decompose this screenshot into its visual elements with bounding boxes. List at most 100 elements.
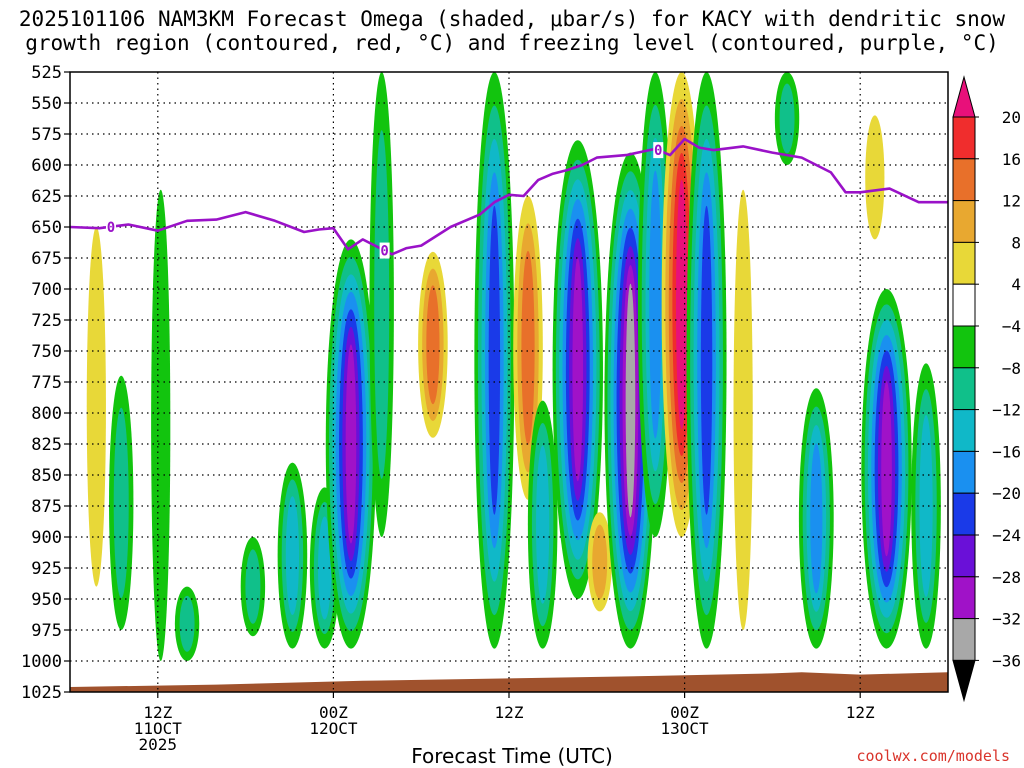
omega-region bbox=[174, 586, 200, 661]
freezing-level-label: 0 bbox=[654, 143, 662, 159]
colorbar-swatch bbox=[952, 409, 976, 452]
y-tick-label: 1025 bbox=[21, 683, 62, 703]
y-tick-label: 975 bbox=[31, 621, 62, 641]
colorbar-label: 20 bbox=[1002, 108, 1021, 127]
x-tick-label: 12Z bbox=[846, 703, 875, 722]
omega-band bbox=[779, 83, 795, 154]
omega-band bbox=[179, 595, 195, 652]
omega-band bbox=[625, 283, 636, 518]
omega-region bbox=[418, 251, 448, 438]
colorbar-label: 4 bbox=[1011, 275, 1021, 294]
colorbar-swatch bbox=[952, 241, 976, 285]
y-tick-label: 775 bbox=[31, 373, 62, 393]
freezing-level-label: 0 bbox=[380, 244, 388, 260]
colorbar-swatch bbox=[952, 200, 976, 243]
y-tick-label: 725 bbox=[31, 311, 62, 331]
omega-band bbox=[881, 381, 892, 557]
omega-region bbox=[861, 289, 912, 649]
omega-region bbox=[798, 388, 834, 649]
colorbar-swatch bbox=[952, 325, 976, 369]
colorbar-swatch bbox=[952, 492, 976, 536]
omega-region bbox=[637, 72, 673, 537]
x-tick-label: 12Z bbox=[495, 703, 524, 722]
omega-band bbox=[426, 285, 440, 405]
y-tick-label: 800 bbox=[31, 404, 62, 424]
x-tick-label: 00Z bbox=[670, 703, 699, 722]
omega-region bbox=[527, 400, 558, 649]
colorbar-label: −4 bbox=[1002, 317, 1021, 336]
x-tick-label: 00Z bbox=[319, 703, 348, 722]
omega-band bbox=[488, 205, 501, 515]
colorbar-swatch bbox=[952, 158, 976, 202]
omega-band bbox=[865, 115, 885, 240]
y-tick-label: 1000 bbox=[21, 652, 62, 672]
omega-band bbox=[675, 179, 688, 430]
credit-link[interactable]: coolwx.com/models bbox=[856, 747, 1010, 765]
colorbar-swatch bbox=[952, 576, 976, 620]
omega-band bbox=[86, 226, 106, 587]
chart-title-line1: 2025101106 NAM3KM Forecast Omega (shaded… bbox=[18, 7, 1006, 31]
colorbar-bottom-arrow bbox=[952, 659, 976, 703]
y-tick-label: 825 bbox=[31, 435, 62, 455]
contour-label-bg bbox=[105, 218, 116, 235]
colorbar: 20 16 12 8 4 −4 −8 −12 −16 −20 −24 −28 −32 −36 bbox=[952, 75, 1021, 703]
y-tick-label: 875 bbox=[31, 497, 62, 517]
x-axis-label: Forecast Time (UTC) bbox=[411, 744, 613, 768]
colorbar-swatch bbox=[952, 283, 976, 327]
terrain-area bbox=[70, 672, 948, 692]
omega-band bbox=[521, 250, 535, 445]
omega-band bbox=[374, 130, 390, 479]
omega-band bbox=[592, 524, 608, 599]
contour-label-bg bbox=[379, 242, 390, 259]
x-tick-label: 13OCT bbox=[661, 719, 710, 738]
colorbar-label: −32 bbox=[992, 610, 1021, 629]
y-tick-label: 625 bbox=[31, 187, 62, 207]
omega-shading-layer bbox=[86, 72, 941, 661]
omega-region bbox=[474, 72, 515, 649]
omega-band bbox=[649, 170, 662, 439]
y-tick-label: 675 bbox=[31, 249, 62, 269]
contour-label-bg bbox=[653, 142, 664, 159]
y-tick-label: 525 bbox=[31, 63, 62, 83]
omega-region bbox=[865, 115, 885, 240]
omega-region bbox=[733, 189, 753, 630]
y-tick-label: 575 bbox=[31, 125, 62, 145]
colorbar-label: −12 bbox=[992, 401, 1021, 420]
omega-region bbox=[686, 72, 727, 649]
y-tick-label: 650 bbox=[31, 218, 62, 238]
gridlines bbox=[70, 72, 948, 692]
y-tick-label: 550 bbox=[31, 94, 62, 114]
colorbar-label: −28 bbox=[992, 568, 1021, 587]
omega-band bbox=[733, 189, 753, 630]
colorbar-swatch bbox=[952, 534, 976, 578]
colorbar-swatch bbox=[952, 618, 976, 661]
omega-region bbox=[911, 363, 941, 649]
y-axis-ticks: 525 550 575 600 625 650 675 700 725 750 775 800 825 8… bbox=[21, 63, 70, 703]
omega-band bbox=[318, 516, 332, 620]
omega-region bbox=[240, 537, 266, 637]
freezing-level-layer: 0 0 0 bbox=[69, 137, 948, 260]
omega-band bbox=[285, 496, 300, 615]
freezing-level-label: 0 bbox=[107, 220, 115, 236]
colorbar-label: −16 bbox=[992, 442, 1021, 461]
y-tick-label: 925 bbox=[31, 559, 62, 579]
colorbar-swatch bbox=[952, 367, 976, 411]
y-tick-label: 900 bbox=[31, 528, 62, 548]
x-tick-label: 11OCT bbox=[134, 719, 183, 738]
colorbar-label: 12 bbox=[1002, 192, 1021, 211]
x-tick-label: 12OCT bbox=[309, 719, 358, 738]
colorbar-label: −8 bbox=[1002, 359, 1021, 378]
omega-region bbox=[277, 462, 308, 649]
colorbar-swatch bbox=[952, 450, 976, 494]
colorbar-label: −24 bbox=[992, 526, 1021, 545]
omega-band bbox=[919, 414, 933, 598]
omega-band bbox=[113, 407, 129, 599]
colorbar-label: 8 bbox=[1011, 233, 1021, 252]
x-tick-label: 12Z bbox=[143, 703, 172, 722]
colorbar-label: 16 bbox=[1002, 150, 1021, 169]
omega-band bbox=[536, 445, 550, 604]
omega-region bbox=[151, 189, 171, 661]
omega-band bbox=[810, 443, 823, 594]
